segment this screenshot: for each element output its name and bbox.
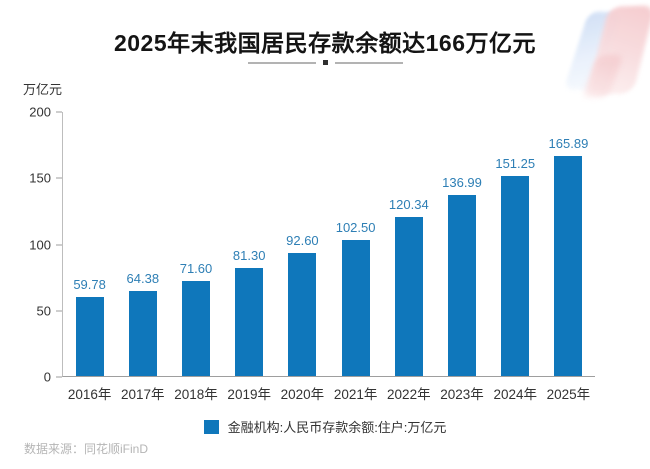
bar-value-label: 136.99 xyxy=(442,174,482,190)
y-tick-label: 50 xyxy=(36,303,51,319)
data-source-note: 数据来源：同花顺iFinD xyxy=(24,442,149,456)
x-axis-label: 2017年 xyxy=(121,387,165,402)
bar-value-label: 64.38 xyxy=(126,270,160,286)
bar-group: 120.34 2022年 xyxy=(382,112,435,402)
x-axis-label: 2024年 xyxy=(493,387,537,402)
bar-value-label: 120.34 xyxy=(388,196,429,212)
bar xyxy=(288,253,317,376)
y-tick-label: 0 xyxy=(43,369,51,385)
bar-value-label: 92.60 xyxy=(286,233,319,249)
bar-group: 71.60 2018年 xyxy=(169,112,222,402)
bar-group: 151.25 2024年 xyxy=(489,112,542,402)
x-axis-label: 2018年 xyxy=(174,387,218,402)
y-tick-mark xyxy=(56,111,62,113)
bar-value-label: 59.78 xyxy=(73,276,106,292)
bar-group: 136.99 2023年 xyxy=(435,112,488,403)
y-tick-mark xyxy=(56,177,62,179)
bar-value-label: 71.60 xyxy=(179,261,213,277)
bar-value-label: 151.25 xyxy=(495,155,536,171)
bar-group: 59.78 2016年 xyxy=(63,112,116,402)
bar-group: 81.30 2019年 xyxy=(223,112,276,402)
bar xyxy=(554,156,583,376)
legend-label: 金融机构:人民币存款余额:住户:万亿元 xyxy=(227,420,447,435)
legend-swatch-icon xyxy=(203,419,219,434)
y-axis-unit-label: 万亿元 xyxy=(23,82,63,97)
bar xyxy=(448,194,477,376)
bar-chart-plot-area: 59.78 2016年 64.38 2017年 71.60 2018年 81.30 2019年… xyxy=(29,105,595,403)
y-tick-mark xyxy=(56,244,62,245)
x-axis-label: 2021年 xyxy=(333,387,378,402)
bar-value-label: 102.50 xyxy=(335,220,376,236)
bar-group: 92.60 2020年 xyxy=(276,112,329,402)
bar xyxy=(235,268,264,376)
bar xyxy=(128,290,157,376)
x-axis-label: 2019年 xyxy=(227,387,271,402)
x-axis-label: 2025年 xyxy=(546,387,591,402)
bar xyxy=(341,240,370,376)
y-tick-label: 100 xyxy=(29,237,51,252)
bar xyxy=(75,296,104,376)
x-axis-label: 2016年 xyxy=(67,387,112,402)
y-tick-mark xyxy=(56,310,62,312)
chart-legend: 金融机构:人民币存款余额:住户:万亿元 xyxy=(0,417,650,436)
bar-group: 165.89 2025年 xyxy=(542,112,595,402)
x-axis-label: 2020年 xyxy=(280,387,325,402)
y-tick-mark xyxy=(56,376,62,378)
x-axis-label: 2023年 xyxy=(440,387,484,402)
bar-value-label: 165.89 xyxy=(548,136,589,152)
bar-group: 102.50 2021年 xyxy=(329,112,382,402)
bar xyxy=(501,175,530,376)
y-tick-label: 150 xyxy=(29,170,51,186)
title-divider xyxy=(0,60,650,65)
bar xyxy=(182,281,210,376)
bar-series: 59.78 2016年 64.38 2017年 71.60 2018年 81.30 2019年… xyxy=(63,112,595,403)
x-axis-label: 2022年 xyxy=(387,387,431,402)
divider-dot xyxy=(322,60,328,65)
divider-line-right xyxy=(334,61,403,64)
divider-line-left xyxy=(247,61,316,64)
y-tick-label: 200 xyxy=(29,104,51,120)
page-title: 2025年末我国居民存款余额达166万亿元 xyxy=(113,30,537,56)
bar xyxy=(394,216,423,376)
bar-value-label: 81.30 xyxy=(232,248,266,264)
bar-group: 64.38 2017年 xyxy=(116,112,169,402)
